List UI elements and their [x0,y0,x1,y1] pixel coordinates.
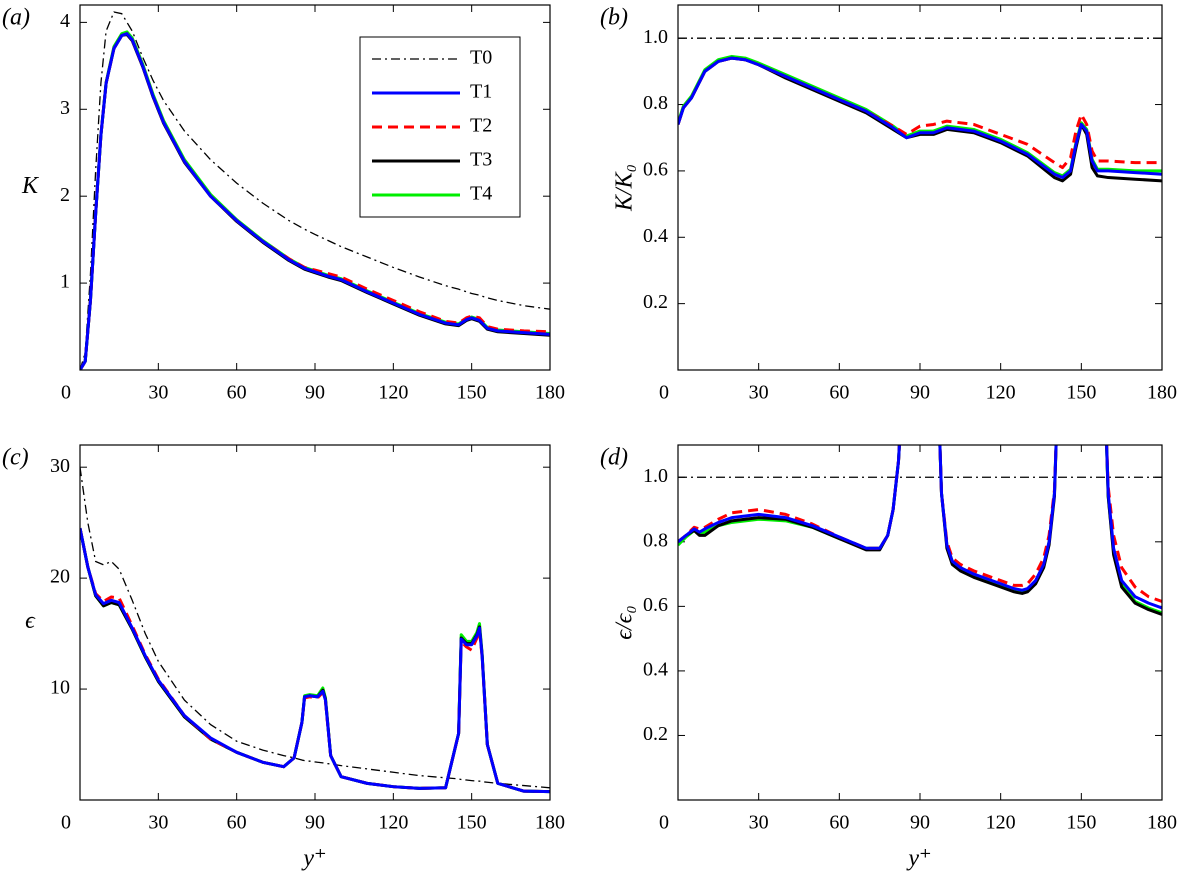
y-tick-label: 0.4 [643,225,668,247]
series-line [678,56,1162,180]
axes-frame [79,4,551,371]
x-tick-label: 120 [986,812,1016,834]
panel-label: (c) [2,445,29,471]
x-axis-label: y⁺ [906,846,931,872]
y-axis-label: ϵ/ϵ₀ [612,605,638,639]
y-tick-label: 0.8 [643,529,668,551]
x-tick-label: 150 [457,382,487,404]
y-tick-label: 0.6 [643,594,668,616]
series-line [678,56,1162,170]
x-tick-label: 150 [457,812,487,834]
x-tick-label: 180 [1147,382,1177,404]
x-tick-label: 150 [1066,382,1096,404]
panel-label: (a) [2,5,30,31]
x-tick-label: 30 [148,382,168,404]
plot-area [678,445,1162,616]
series-line [678,445,1162,615]
x-tick-label: 150 [1066,812,1096,834]
series-line [80,527,550,794]
y-axis-label: ϵ [25,608,36,634]
y-tick-label: 1 [60,271,70,293]
series-line [678,445,1162,616]
y-tick-label: 0.6 [643,159,668,181]
x-tick-label: 120 [986,382,1016,404]
series-line [80,527,550,794]
series-line [80,527,550,794]
x-tick-label: 120 [378,382,408,404]
y-axis-label: K [21,173,40,199]
y-tick-label: 10 [50,677,70,699]
series-line [678,445,1162,603]
x-tick-label: 60 [227,382,247,404]
legend-label: T3 [470,149,492,171]
y-tick-label: 30 [50,455,70,477]
y-tick-label: 2 [60,184,70,206]
x-tick-label: 180 [535,382,565,404]
y-tick-label: 0.4 [643,659,668,681]
series-line [678,445,1162,610]
y-tick-label: 20 [50,566,70,588]
x-tick-label: 0 [61,812,71,834]
x-tick-label: 180 [1147,812,1177,834]
panel-label: (b) [600,5,628,31]
x-tick-label: 0 [659,382,669,404]
plot-area [80,467,550,794]
y-axis-label: K/K₀ [612,164,638,212]
x-tick-label: 120 [378,812,408,834]
x-tick-label: 90 [910,812,930,834]
legend-label: T0 [470,47,492,69]
x-axis-label: y⁺ [301,846,326,872]
x-tick-label: 60 [829,812,849,834]
y-tick-label: 0.2 [643,291,668,313]
y-tick-label: 1.0 [643,26,668,48]
x-tick-label: 180 [535,812,565,834]
x-tick-label: 30 [148,812,168,834]
x-tick-label: 90 [910,382,930,404]
axes-frame [677,444,1163,801]
series-line [80,527,550,794]
y-tick-label: 4 [60,10,70,32]
x-tick-label: 90 [305,812,325,834]
x-tick-label: 0 [659,812,669,834]
y-tick-label: 3 [60,97,70,119]
x-tick-label: 90 [305,382,325,404]
legend-label: T1 [470,81,492,103]
series-line [80,11,550,370]
panel-label: (d) [600,445,628,471]
plot-area [80,11,550,370]
x-tick-label: 30 [749,382,769,404]
legend-label: T4 [470,183,492,205]
y-tick-label: 0.2 [643,723,668,745]
x-tick-label: 30 [749,812,769,834]
x-tick-label: 0 [61,382,71,404]
y-tick-label: 1.0 [643,465,668,487]
series-line [80,467,550,789]
series-line [80,32,550,370]
x-tick-label: 60 [227,812,247,834]
legend-label: T2 [470,115,492,137]
x-tick-label: 60 [829,382,849,404]
y-tick-label: 0.8 [643,92,668,114]
series-line [678,56,1162,183]
axes-frame [79,444,551,801]
axes-frame [677,4,1163,371]
plot-area [678,37,1162,183]
